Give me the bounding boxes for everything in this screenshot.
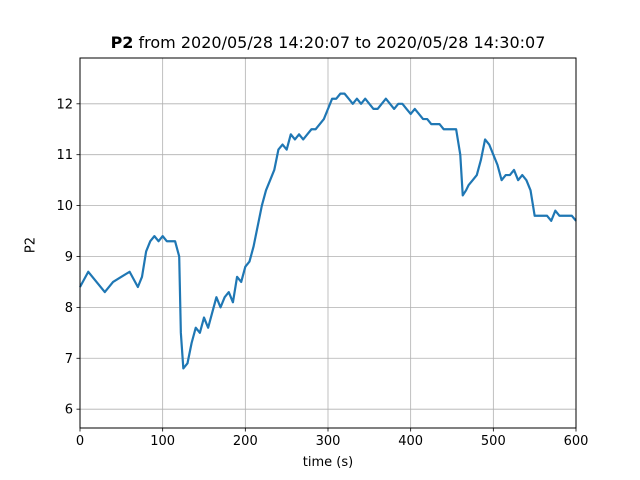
series-layer [79, 92, 577, 370]
y-tick-label: 6 [65, 403, 73, 418]
x-tick-label: 500 [481, 434, 506, 449]
y-tick-label: 12 [56, 97, 73, 112]
x-tick-label: 200 [233, 434, 258, 449]
y-tick-label: 8 [65, 301, 73, 316]
chart-title-bold: P2 [110, 33, 134, 52]
y-tick-label: 9 [65, 250, 73, 265]
y-tick-label: 11 [56, 148, 73, 163]
series-line [79, 92, 577, 370]
y-tick-label: 7 [65, 352, 73, 367]
x-tick-label: 600 [564, 434, 589, 449]
x-tick-label: 300 [316, 434, 341, 449]
chart-title: P2 from 2020/05/28 14:20:07 to 2020/05/2… [80, 33, 576, 52]
x-tick-label: 0 [76, 434, 84, 449]
ticks: 0 100 200 300 400 500 600 6 7 8 9 10 11 12 [56, 97, 588, 449]
grid [79, 58, 577, 428]
y-tick-label: 10 [56, 199, 73, 214]
x-axis-label: time (s) [302, 455, 354, 470]
chart-title-rest: from 2020/05/28 14:20:07 to 2020/05/28 1… [133, 33, 546, 52]
x-tick-label: 400 [398, 434, 423, 449]
x-tick-label: 100 [150, 434, 175, 449]
